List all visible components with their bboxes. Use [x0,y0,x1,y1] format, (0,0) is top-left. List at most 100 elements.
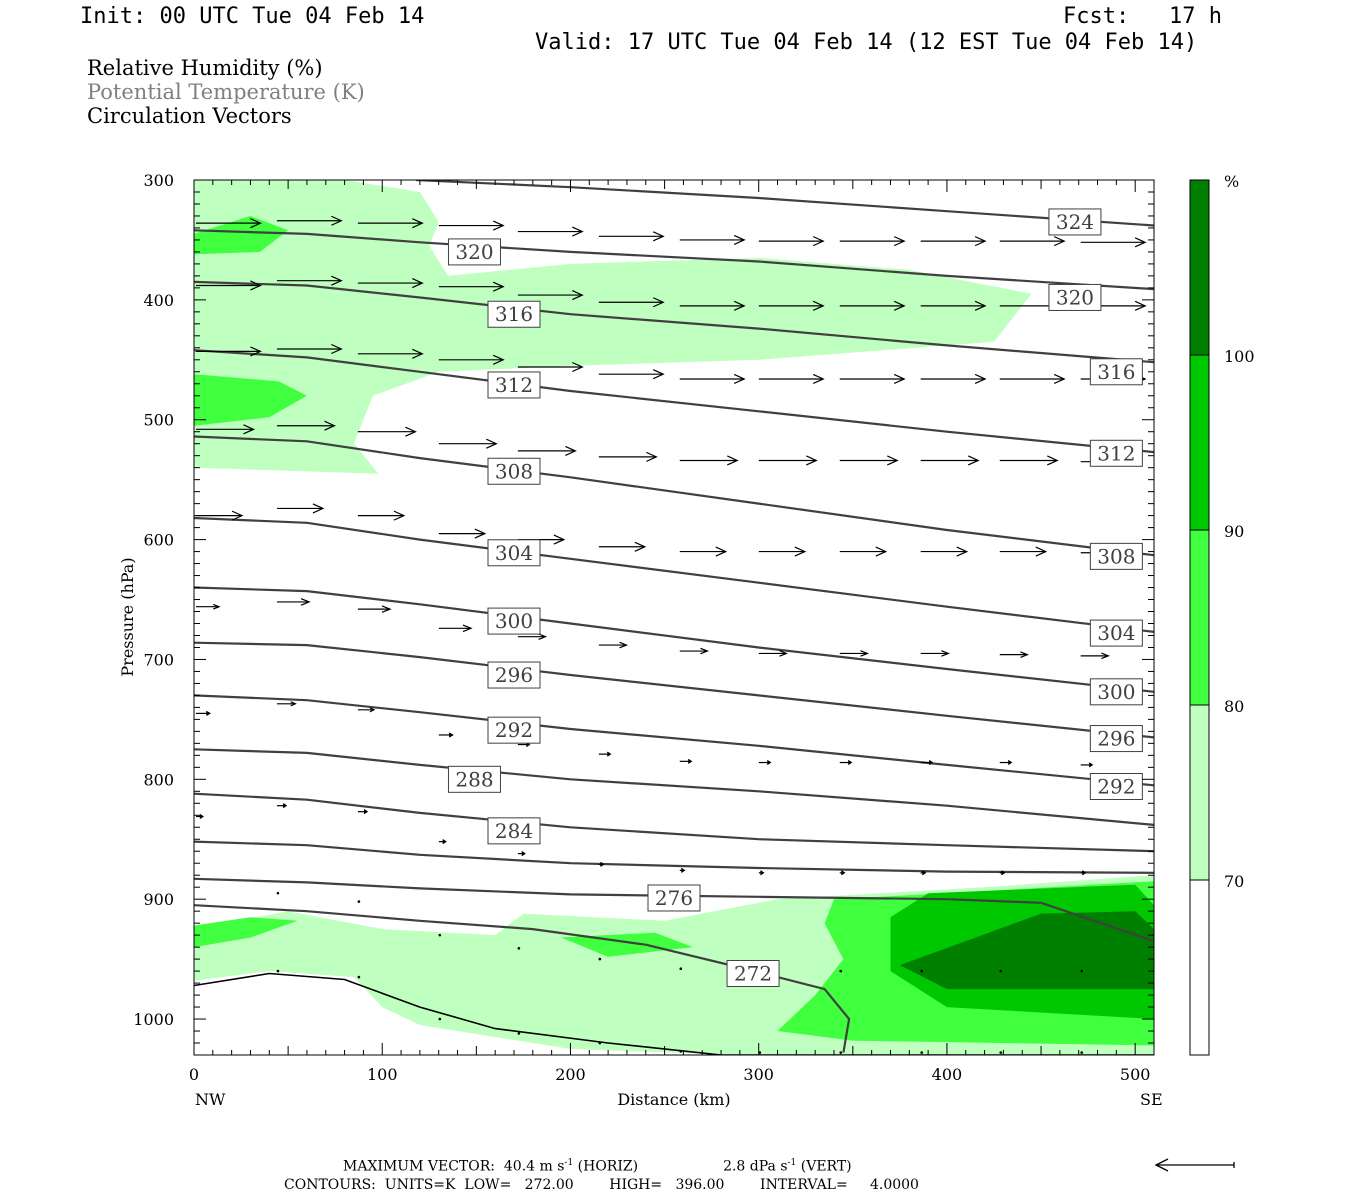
theta-label-296-14: 296 [1089,725,1143,753]
theta-label-292-15: 292 [487,716,541,744]
svg-text:308: 308 [495,459,533,483]
theta-label-276-19: 276 [647,884,701,912]
svg-text:292: 292 [1097,775,1135,799]
svg-text:300: 300 [495,609,533,633]
theta-label-296-13: 296 [487,661,541,689]
theta-contour-7 [194,694,1154,787]
valid-time: Valid: 17 UTC Tue 04 Feb 14 (12 EST Tue … [535,30,1198,55]
theta-label-304-9: 304 [487,539,541,567]
circulation-vector-55 [758,546,807,557]
svg-text:296: 296 [1097,727,1135,751]
circulation-vector-81 [920,760,934,766]
rh-region-80-2 [194,374,307,426]
svg-text:800: 800 [143,770,174,789]
legend-theta: Potential Temperature (K) [87,80,365,104]
circulation-vector-87 [438,839,447,845]
circulation-vector-93 [920,870,927,876]
rh-region-70-0 [194,180,1032,474]
circulation-vector-70 [999,651,1029,658]
theta-label-316-4: 316 [1089,358,1143,386]
circulation-vector-26 [357,348,424,359]
circulation-vector-64 [517,633,548,640]
x-tick-500: 500 [1120,180,1150,1084]
max-vector-note: MAXIMUM VECTOR: 40.4 m s-1 (HORIZ) 2.8 dP… [343,1158,852,1175]
circulation-vector-10 [999,236,1066,247]
circulation-vector-27 [438,354,505,365]
circulation-vector-105 [999,969,1003,973]
theta-contour-3 [194,435,1154,557]
svg-text:288: 288 [455,767,493,791]
circulation-vector-95 [1080,870,1087,876]
svg-text:316: 316 [495,302,533,326]
x-tick-300: 300 [743,180,774,1084]
theta-label-324-0: 324 [1048,208,1102,236]
theta-label-308-7: 308 [487,457,541,485]
colorbar-label-80: 80 [1224,697,1244,716]
svg-text:276: 276 [655,886,693,910]
circulation-vector-6 [679,234,746,245]
svg-text:312: 312 [495,373,533,397]
circulation-vector-34 [999,373,1066,385]
circulation-vector-58 [999,546,1048,557]
theta-contour-1 [194,280,1154,364]
circulation-vector-80 [839,760,853,766]
circulation-vector-37 [276,420,336,431]
y-tick-600: 600 [143,531,1154,550]
x-end-label-se: SE [1140,1090,1163,1109]
y-tick-900: 900 [143,890,1154,909]
circulation-vector-86 [357,809,369,815]
x-end-label-nw: NW [195,1090,226,1109]
theta-label-300-12: 300 [1089,678,1143,706]
circulation-vector-78 [679,758,693,764]
circulation-vector-49 [276,503,325,514]
circulation-vector-12 [196,280,262,291]
circulation-vector-68 [839,650,869,657]
svg-text:296: 296 [495,663,533,687]
rh-region-80-1 [194,216,289,255]
svg-text:0: 0 [189,1065,199,1084]
colorbar-label-90: 90 [1224,522,1244,541]
theta-contour-12 [194,904,851,1053]
circulation-vector-94 [999,870,1006,876]
x-tick-100: 100 [367,180,398,1084]
svg-text:316: 316 [1097,360,1135,384]
circulation-vector-66 [679,647,709,655]
circulation-vector-51 [438,528,487,539]
circulation-vector-18 [679,300,746,311]
circulation-vector-13 [276,275,343,286]
colorbar-segment-90 [1189,354,1210,531]
y-tick-1000: 1000 [133,1010,1154,1029]
circulation-vector-104 [920,969,924,973]
theta-label-320-1: 320 [447,238,501,266]
legend-rh: Relative Humidity (%) [87,56,323,80]
circulation-vector-30 [679,373,746,385]
theta-label-284-18: 284 [487,817,541,845]
svg-text:1000: 1000 [133,1010,174,1029]
theta-contour-10 [194,840,1154,874]
svg-text:500: 500 [143,411,174,430]
theta-contour-0 [194,229,1154,291]
circulation-vector-91 [758,870,765,876]
circulation-vector-54 [679,546,728,557]
circulation-vector-15 [438,281,505,292]
circulation-vector-40 [517,445,577,456]
contour-info: CONTOURS: UNITS=K LOW= 272.00 HIGH= 396.… [284,1177,919,1193]
circulation-vector-11 [1080,237,1147,248]
theta-contour-4 [194,516,1154,633]
circulation-vector-114 [839,1051,843,1054]
circulation-vector-46 [999,455,1059,466]
svg-text:300: 300 [143,171,174,190]
circulation-vector-9 [920,236,987,247]
circulation-vector-100 [598,957,602,961]
circulation-vector-115 [920,1051,924,1054]
y-tick-500: 500 [143,411,1154,430]
y-tick-400: 400 [143,291,1154,310]
circulation-vector-103 [839,969,843,973]
max-vector-vert: 2.8 dPa s [723,1158,788,1175]
svg-text:320: 320 [455,240,493,264]
circulation-vector-77 [598,751,612,757]
circulation-vector-1 [276,215,343,226]
max-vector-horiz-tag: (HORIZ) [573,1158,639,1175]
circulation-vector-109 [438,1017,442,1021]
